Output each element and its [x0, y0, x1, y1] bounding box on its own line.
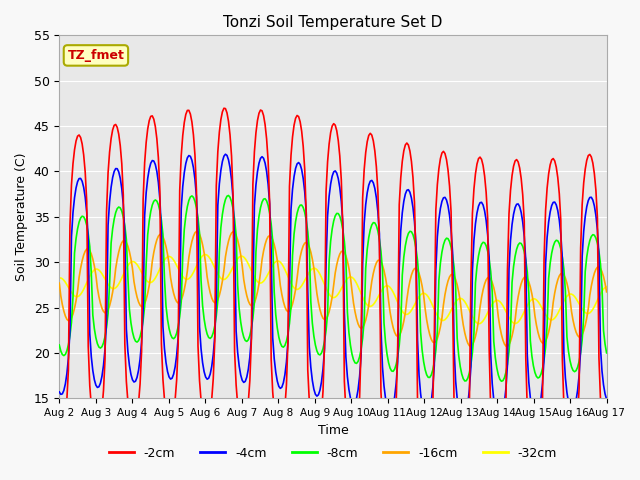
Title: Tonzi Soil Temperature Set D: Tonzi Soil Temperature Set D — [223, 15, 443, 30]
Text: TZ_fmet: TZ_fmet — [67, 49, 124, 62]
Y-axis label: Soil Temperature (C): Soil Temperature (C) — [15, 153, 28, 281]
Legend: -2cm, -4cm, -8cm, -16cm, -32cm: -2cm, -4cm, -8cm, -16cm, -32cm — [104, 442, 562, 465]
X-axis label: Time: Time — [317, 424, 348, 437]
